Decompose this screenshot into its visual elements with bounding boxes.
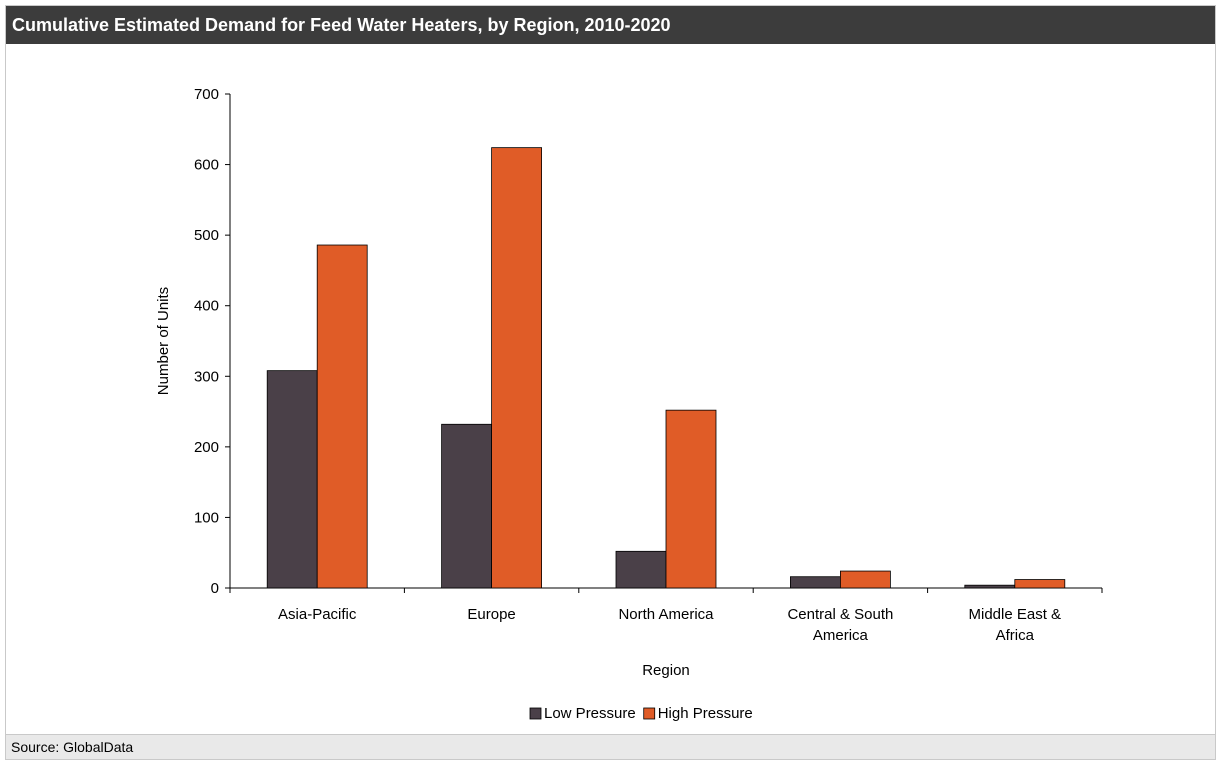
chart-title: Cumulative Estimated Demand for Feed Wat…	[6, 6, 1215, 44]
bar-high-pressure	[665, 409, 717, 589]
legend-label: Low Pressure	[544, 705, 636, 722]
bar-chart: 0 100 200 300 400 500 600 700 Asia-Pacific Europe…	[155, 86, 1103, 722]
bar-high-pressure	[316, 244, 368, 589]
x-tick-label: America	[813, 627, 869, 644]
y-tick-label: 700	[194, 86, 219, 103]
chart-frame: Cumulative Estimated Demand for Feed Wat…	[5, 5, 1216, 760]
bar-high-pressure	[491, 147, 543, 589]
legend-swatch	[529, 707, 542, 720]
y-tick-label: 100	[194, 509, 219, 526]
source-note: Source: GlobalData	[6, 734, 1215, 759]
bar-low-pressure	[964, 584, 1016, 589]
x-tick-label: Europe	[467, 606, 515, 623]
chart-area: 0 100 200 300 400 500 600 700 Asia-Pacific Europe…	[6, 44, 1215, 737]
x-tick-label: Middle East &	[969, 606, 1062, 623]
legend-swatch	[643, 707, 656, 720]
bar-high-pressure	[1014, 579, 1066, 589]
bar-low-pressure	[615, 550, 667, 589]
bar-low-pressure	[441, 423, 493, 589]
y-tick-label: 200	[194, 439, 219, 456]
x-tick-label: Asia-Pacific	[278, 606, 357, 623]
bar-low-pressure	[266, 370, 318, 589]
x-tick-label: North America	[618, 606, 714, 623]
y-axis-title: Number of Units	[155, 287, 172, 395]
y-tick-label: 300	[194, 368, 219, 385]
y-tick-label: 0	[211, 580, 219, 597]
y-tick-label: 500	[194, 227, 219, 244]
y-tick-label: 400	[194, 298, 219, 315]
bar-low-pressure	[790, 576, 841, 589]
x-axis-title: Region	[642, 662, 690, 679]
legend-label: High Pressure	[658, 705, 753, 722]
y-tick-label: 600	[194, 157, 219, 174]
x-tick-label: Central & South	[787, 606, 893, 623]
bar-high-pressure	[840, 570, 891, 589]
x-tick-label: Africa	[996, 627, 1035, 644]
